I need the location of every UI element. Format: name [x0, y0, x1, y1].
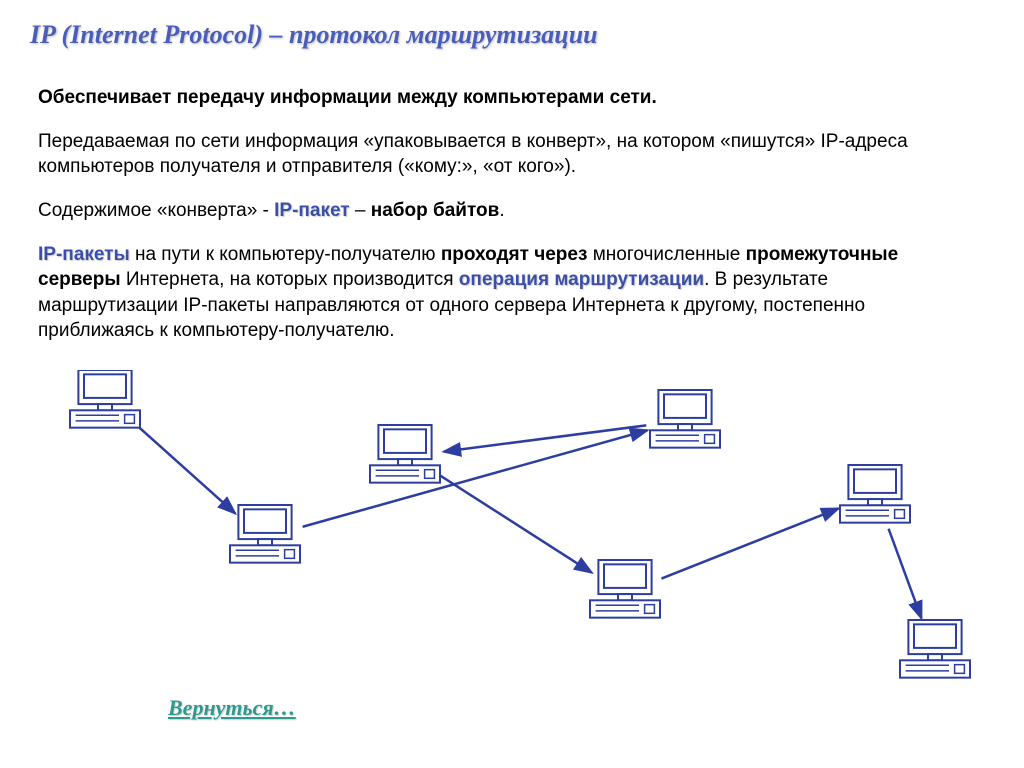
p4-b: проходят через: [441, 244, 588, 265]
edge: [438, 474, 592, 572]
p3-end: .: [499, 200, 504, 221]
computer-icon: [230, 505, 300, 563]
edge: [135, 424, 235, 514]
computer-icon: [900, 620, 970, 678]
computer-icon: [840, 465, 910, 523]
title-part1: IP (Internet Protocol) –: [30, 20, 283, 49]
computer-icon: [650, 390, 720, 448]
slide-title: IP (Internet Protocol) – протокол маршру…: [30, 20, 598, 50]
computer-icon: [590, 560, 660, 618]
p4-kw1: IP-пакеты: [38, 244, 130, 265]
return-link[interactable]: Вернуться…: [168, 695, 296, 721]
paragraph-2: Передаваемая по сети информация «упаковы…: [38, 129, 958, 180]
computer-icon: [70, 370, 140, 428]
edge: [303, 430, 648, 527]
p3-pre: Содержимое «конверта» -: [38, 200, 274, 221]
paragraph-3: Содержимое «конверта» - IP-пакет – набор…: [38, 198, 958, 224]
network-diagram: [30, 370, 990, 710]
paragraph-1: Обеспечивает передачу информации между к…: [38, 85, 958, 111]
p3-bold: набор байтов: [371, 200, 500, 221]
content-body: Обеспечивает передачу информации между к…: [38, 85, 958, 362]
p4-kw2: операция маршрутизации: [459, 269, 704, 290]
edge: [889, 529, 922, 619]
p4-a: на пути к компьютеру-получателю: [130, 244, 441, 265]
edge: [661, 508, 838, 578]
computer-icon: [370, 425, 440, 483]
p3-keyword: IP-пакет: [274, 200, 349, 221]
title-part2: протокол маршрутизации: [289, 20, 598, 49]
p3-dash: –: [350, 200, 371, 221]
p4-e: Интернета, на которых производится: [121, 269, 459, 290]
p4-c: многочисленные: [587, 244, 745, 265]
paragraph-4: IP-пакеты на пути к компьютеру-получател…: [38, 242, 958, 345]
